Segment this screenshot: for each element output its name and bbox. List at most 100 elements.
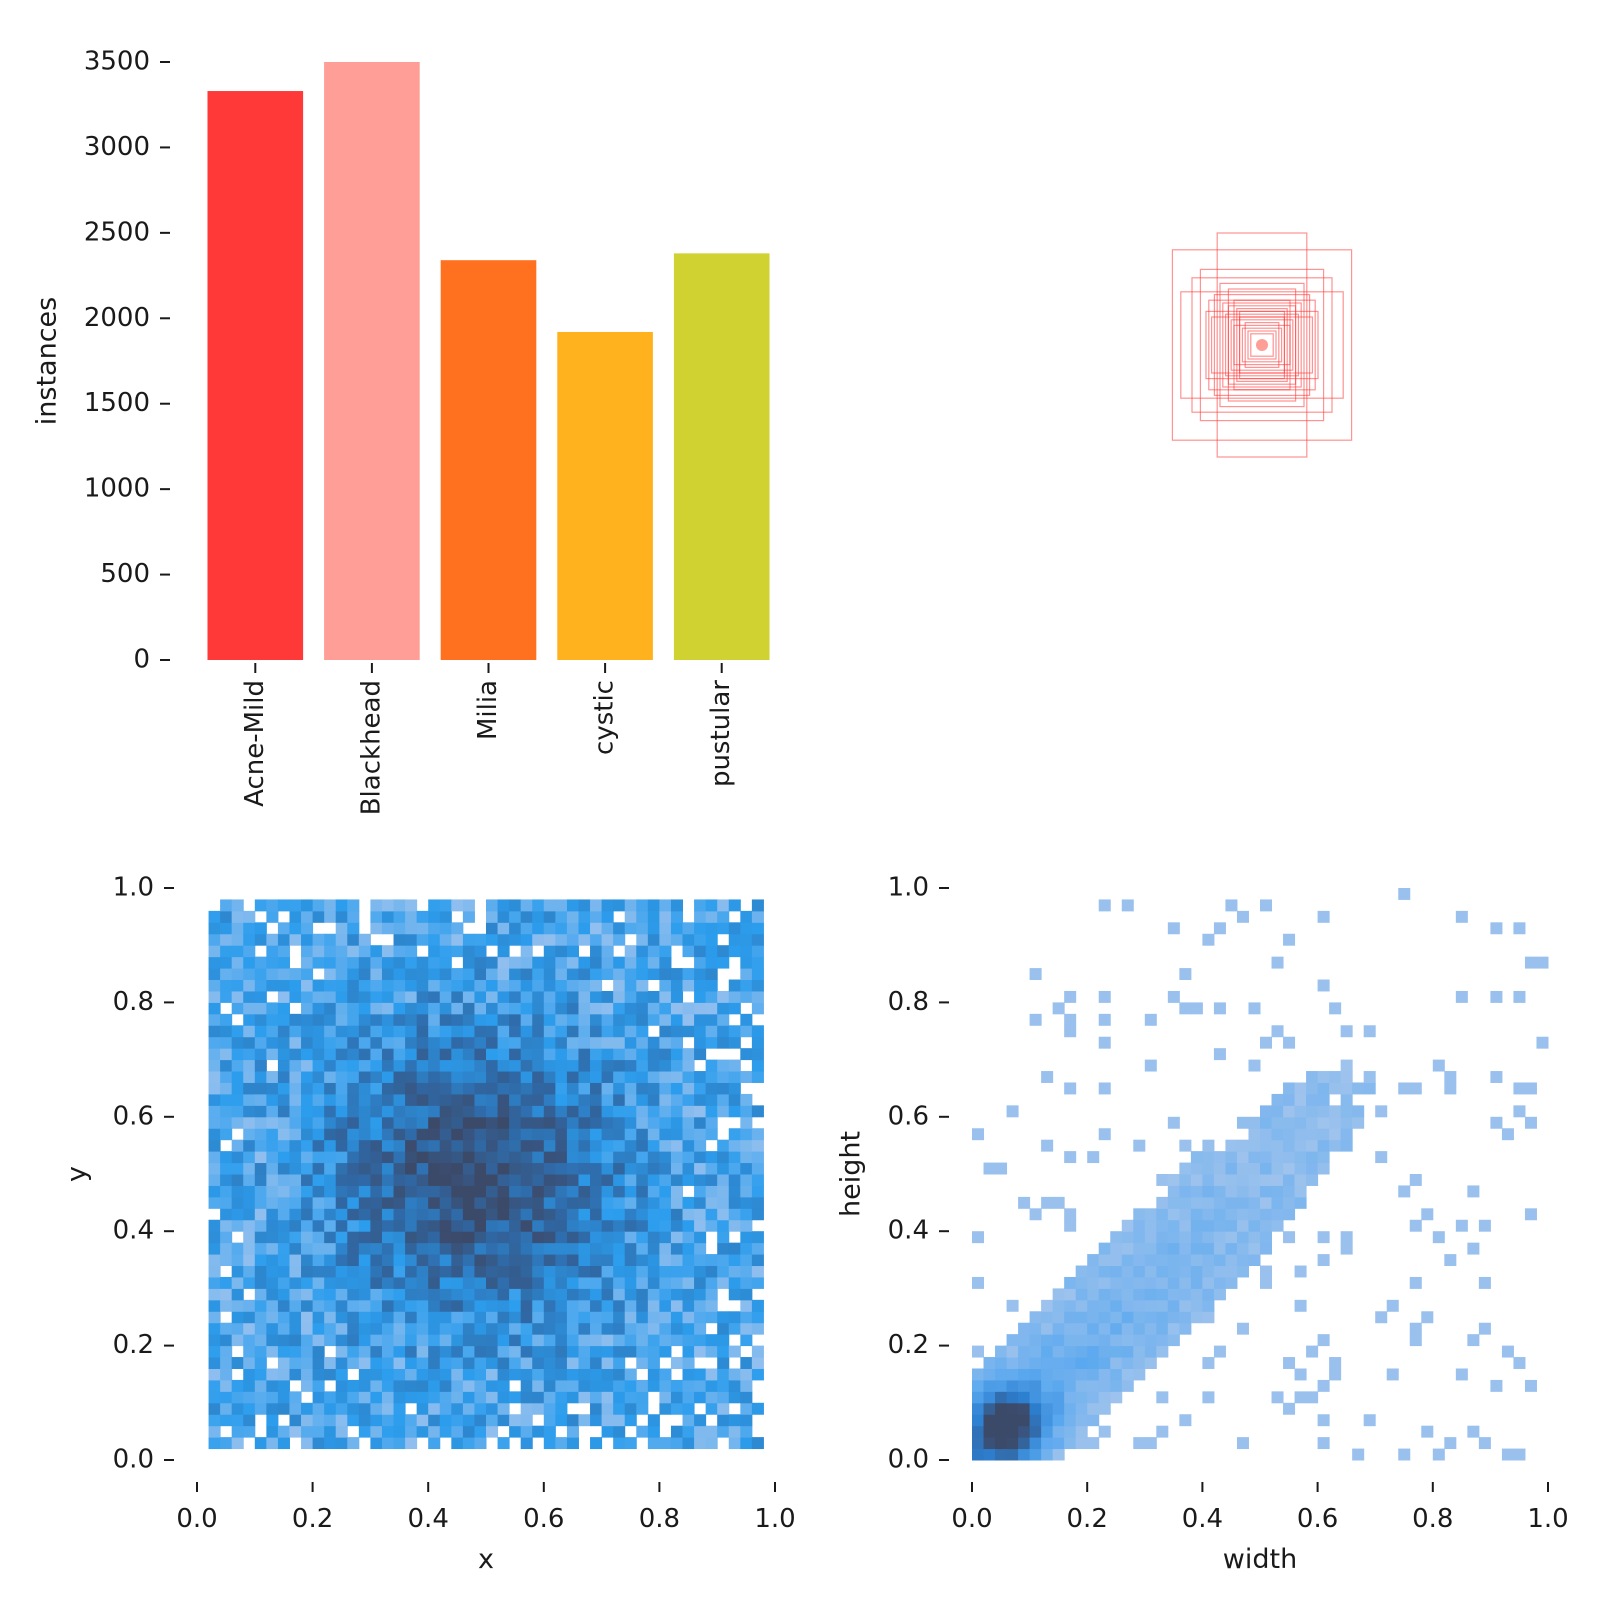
heatmap-cell — [277, 1425, 290, 1438]
heatmap-cell — [208, 1174, 221, 1186]
heatmap-cell — [1029, 968, 1042, 981]
heatmap-cell — [728, 1059, 741, 1072]
heatmap-cell — [659, 1265, 672, 1278]
heatmap-cell — [277, 1036, 290, 1049]
heatmap-cell — [532, 1322, 545, 1335]
heatmap-cell — [220, 945, 233, 958]
heatmap-cell — [486, 1402, 499, 1415]
heatmap-cell — [335, 1048, 348, 1061]
heatmap-cell — [705, 1437, 718, 1450]
heatmap-cell — [717, 1036, 730, 1049]
heatmap-cell — [1306, 1162, 1319, 1175]
y-tick-label: 0.4 — [888, 1216, 929, 1246]
heatmap-cell — [659, 1196, 672, 1209]
heatmap-cell — [312, 1402, 325, 1415]
heatmap-cell — [659, 1128, 672, 1141]
heatmap-cell — [405, 979, 418, 992]
heatmap-cell — [289, 1219, 302, 1232]
heatmap-cell — [578, 1242, 591, 1255]
heatmap-cell — [717, 1002, 730, 1015]
heatmap-cell — [1064, 1208, 1077, 1221]
heatmap-cell — [1294, 1174, 1307, 1186]
heatmap-cell — [277, 1196, 290, 1209]
heatmap-cell — [335, 1071, 348, 1083]
heatmap-cell — [1213, 1208, 1226, 1221]
heatmap-cell — [636, 1345, 649, 1358]
heatmap-cell — [497, 1002, 510, 1015]
heatmap-cell — [381, 1025, 395, 1038]
heatmap-cell — [1167, 922, 1180, 935]
heatmap-cell — [636, 1116, 649, 1129]
heatmap-cell — [497, 1322, 510, 1335]
heatmap-cell — [1260, 1219, 1273, 1232]
heatmap-cell — [601, 1368, 614, 1381]
heatmap-cell — [613, 1368, 626, 1381]
heatmap-cell — [670, 910, 684, 923]
box-outline — [1210, 316, 1313, 374]
box-overlay-plot — [1171, 232, 1353, 458]
heatmap-cell — [659, 1322, 672, 1335]
heatmap-cell — [705, 956, 718, 969]
heatmap-cell — [705, 1334, 718, 1347]
heatmap-cell — [312, 1082, 325, 1095]
heatmap-cell — [393, 1013, 406, 1026]
heatmap-cell — [335, 1288, 348, 1301]
heatmap-cell — [532, 1265, 545, 1278]
heatmap-cell — [532, 910, 545, 923]
heatmap-cell — [1144, 1242, 1157, 1255]
heatmap-cell — [1271, 956, 1284, 969]
heatmap-cell — [543, 1105, 556, 1118]
heatmap-cell — [486, 1345, 499, 1358]
heatmap-cell — [289, 1402, 302, 1415]
heatmap-cell — [474, 956, 487, 969]
heatmap-cell — [1179, 1254, 1192, 1267]
heatmap-cell — [428, 1048, 441, 1061]
heatmap-cell — [740, 1196, 753, 1209]
heatmap-cell — [370, 968, 383, 981]
heatmap-cell — [543, 1071, 556, 1083]
heatmap-cell — [728, 1414, 741, 1427]
heatmap-cell — [1156, 1174, 1169, 1186]
heatmap-cell — [208, 1345, 221, 1358]
heatmap-cell — [601, 1002, 614, 1015]
heatmap-cell — [462, 1208, 475, 1221]
heatmap-cell — [751, 1002, 764, 1015]
heatmap-cell — [624, 1185, 637, 1198]
heatmap-cell — [1490, 1071, 1503, 1083]
heatmap-cell — [497, 1265, 510, 1278]
heatmap-cell — [277, 1288, 290, 1301]
heatmap-cell — [277, 1025, 290, 1038]
heatmap-cell — [1236, 1437, 1249, 1450]
heatmap-cell — [243, 1311, 256, 1324]
heatmap-cell — [381, 1414, 395, 1427]
heatmap-cell — [289, 1254, 302, 1267]
heatmap-cell — [358, 1185, 371, 1198]
heatmap-cell — [659, 1139, 672, 1152]
heatmap-cell — [1202, 933, 1215, 946]
heatmap-cell — [1202, 1219, 1215, 1232]
heatmap-cell — [740, 1357, 753, 1369]
heatmap-cell — [358, 1208, 371, 1221]
heatmap-cell — [1283, 1162, 1296, 1175]
heatmap-cell — [462, 990, 475, 1003]
heatmap-cell — [636, 1311, 649, 1324]
heatmap-cell — [289, 1242, 302, 1255]
heatmap-cell — [393, 1391, 406, 1404]
heatmap-cell — [543, 1311, 556, 1324]
heatmap-cell — [381, 1231, 395, 1244]
heatmap-cell — [416, 979, 429, 992]
heatmap-cell — [1283, 1151, 1296, 1164]
heatmap-cell — [1190, 1208, 1203, 1221]
heatmap-cell — [220, 979, 233, 992]
heatmap-cell — [543, 1048, 556, 1061]
heatmap-cell — [509, 1219, 522, 1232]
heatmap-cell — [520, 1402, 533, 1415]
heatmap-cell — [462, 1414, 475, 1427]
heatmap-cell — [1190, 1219, 1203, 1232]
heatmap-cell — [497, 1174, 510, 1186]
heatmap-cell — [1306, 1345, 1319, 1358]
heatmap-cell — [393, 1276, 406, 1289]
heatmap-cell — [1317, 1231, 1330, 1244]
heatmap-cell — [393, 945, 406, 958]
heatmap-cell — [520, 1379, 533, 1392]
